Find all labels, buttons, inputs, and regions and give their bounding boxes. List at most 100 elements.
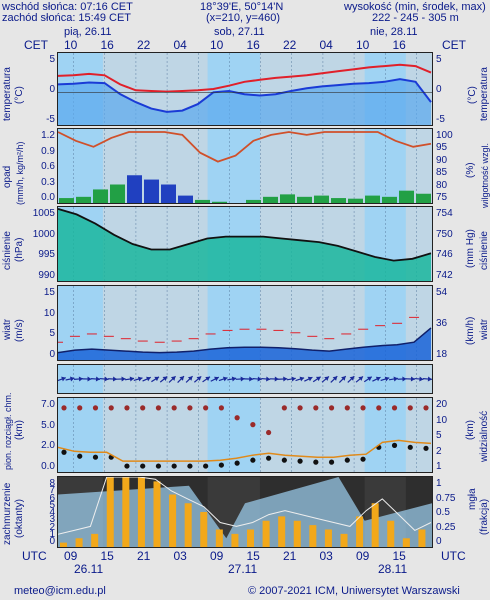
tick-label: 1: [49, 528, 55, 540]
cloud-top-point: [203, 405, 209, 411]
p4-svg: [58, 286, 432, 360]
cloud-left-label: pion. rozciągł. chm.: [3, 392, 13, 470]
wind-arrow-head: [283, 376, 288, 382]
wind-arrow: [252, 376, 262, 382]
wind-arrow: [142, 376, 151, 382]
tick-label: 4: [49, 507, 55, 518]
top-day-1: pią, 26.11: [64, 26, 112, 38]
tick-label: 6: [49, 492, 55, 504]
p5-svg: [58, 365, 432, 393]
wind-arrow: [108, 376, 118, 382]
tick-label: 5: [436, 54, 442, 65]
cover-bar: [293, 520, 301, 547]
cover-bar: [106, 477, 114, 547]
cover-area: [58, 477, 432, 547]
cover-bar: [169, 494, 177, 547]
precip-bar: [161, 184, 176, 203]
cloud-top-point: [313, 405, 319, 411]
tick-label: 100: [436, 130, 453, 141]
hour-label: 09: [356, 549, 370, 563]
tick-label: 3: [49, 514, 55, 526]
tick-label: -5: [436, 114, 445, 125]
p3-svg: [58, 207, 432, 281]
wind-arrow: [82, 376, 92, 382]
cloud-base-point: [297, 458, 303, 464]
top-tz-right: CET: [442, 38, 466, 52]
cloud-top-point: [218, 405, 224, 411]
cover-right-unit: mgła: [467, 488, 478, 510]
precipitation-humidity-panel: [57, 128, 433, 204]
tick-label: 95: [436, 142, 448, 154]
wind-arrow-head: [427, 376, 432, 382]
wind-arrow: [185, 375, 193, 383]
hour-label: 15: [392, 549, 406, 563]
tick-label: 8: [49, 478, 55, 489]
precip-bar: [331, 198, 346, 203]
cloud-cover-fog-panel: [57, 476, 433, 548]
tick-label: 54: [436, 287, 448, 298]
wind-arrow: [133, 376, 143, 382]
wind-arrow-head: [87, 376, 92, 382]
wind-right-unit: (km/h): [465, 316, 476, 345]
wind-arrow-head: [214, 376, 219, 382]
wind-arrow: [235, 376, 245, 382]
wind-arrow: [261, 376, 271, 382]
precip-left-unit: (mm/h, kg/m²/h): [15, 141, 25, 205]
wind-arrow-head: [187, 376, 193, 381]
wind-arrow-head: [349, 376, 355, 381]
wind-arrow: [312, 376, 322, 383]
wind-arrow-head: [154, 376, 160, 382]
tick-label: 1005: [32, 208, 55, 219]
cloud-top-point: [250, 422, 256, 428]
cloud-top-point: [61, 405, 67, 411]
wind-arrow: [355, 375, 364, 383]
wind-arrow-head: [222, 376, 228, 382]
tick-label: 0: [436, 536, 442, 547]
cover-left-unit: (oktanty): [14, 499, 25, 538]
wind-arrow-head: [112, 376, 118, 382]
wind-arrow: [330, 375, 338, 383]
tick-label: 75: [436, 192, 448, 203]
hour-label: 16: [392, 38, 406, 52]
wind-arrow-head: [146, 376, 151, 382]
precip-bar: [382, 196, 397, 203]
hour-label: 03: [173, 549, 187, 563]
grid-text: (x=210, y=460): [206, 12, 280, 24]
wind-arrow-head: [291, 376, 296, 382]
cover-bar: [356, 516, 364, 547]
wind-arrow-head: [332, 376, 338, 381]
wind-arrow: [363, 376, 373, 383]
height-values: 222 - 245 - 305 m: [372, 12, 459, 24]
wind-arrow: [321, 375, 330, 383]
hour-label: 22: [137, 38, 151, 52]
cloud-top-point: [155, 405, 162, 411]
wind-arrow-head: [179, 376, 184, 381]
wind-arrow: [388, 376, 398, 382]
wind-arrow: [202, 376, 211, 383]
cloud-base-point: [140, 463, 146, 469]
cover-bar: [371, 503, 379, 547]
tick-label: 15: [43, 287, 55, 298]
wind-arrow: [116, 376, 126, 382]
cover-bar: [340, 533, 348, 547]
wind-arrow-head: [315, 376, 321, 382]
hour-label: 04: [319, 38, 333, 52]
wind-arrow-head: [121, 376, 126, 382]
precip-bar: [246, 199, 261, 203]
wind-arrow-head: [402, 376, 407, 382]
tick-label: 0: [49, 84, 55, 95]
footer-email[interactable]: meteo@icm.edu.pl: [14, 585, 106, 597]
bottom-date-label: 26.11: [74, 562, 104, 576]
tick-label: 1.2: [41, 130, 55, 141]
wind-arrow-head: [249, 376, 254, 382]
wind-arrow: [244, 376, 254, 382]
cloud-base-point: [218, 462, 224, 468]
wind-arrow: [286, 376, 296, 382]
temperature-panel: [57, 52, 433, 126]
tick-label: 2: [436, 445, 442, 457]
cloud-base-point: [407, 444, 413, 450]
tick-label: 746: [436, 249, 453, 261]
wind-arrow: [397, 376, 407, 382]
precip-right-unit: (%): [465, 162, 476, 178]
cloud-base-point: [203, 463, 209, 469]
